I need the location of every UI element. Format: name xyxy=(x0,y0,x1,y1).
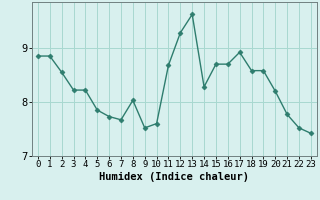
X-axis label: Humidex (Indice chaleur): Humidex (Indice chaleur) xyxy=(100,172,249,182)
